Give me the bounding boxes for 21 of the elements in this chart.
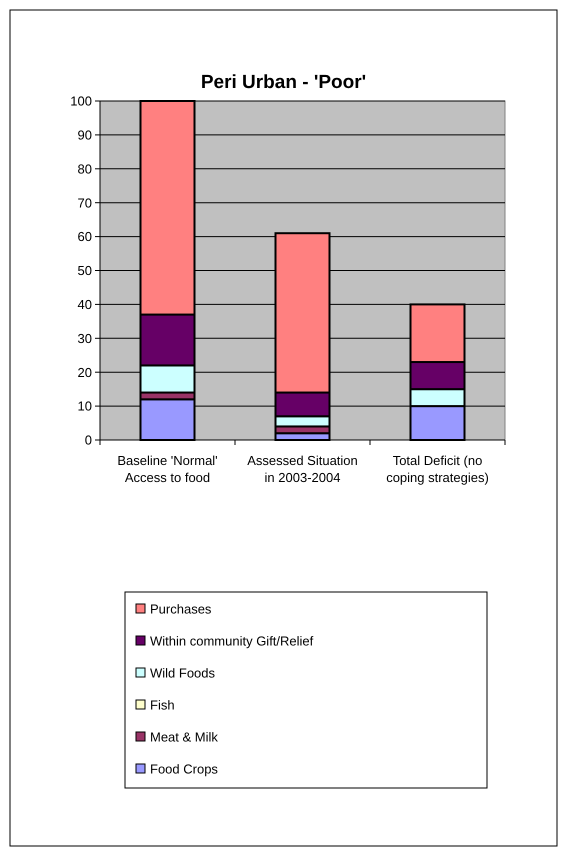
y-tick-label: 30 bbox=[78, 330, 92, 346]
x-tick-label: Baseline 'Normal' Access to food bbox=[117, 453, 218, 485]
y-tick-label: 50 bbox=[78, 263, 92, 278]
y-tick-label: 100 bbox=[70, 94, 92, 109]
y-tick-label: 70 bbox=[78, 195, 92, 210]
legend-label: Fish bbox=[150, 698, 175, 713]
x-tick-label: Total Deficit (no coping strategies) bbox=[386, 453, 489, 485]
y-tick-label: 0 bbox=[84, 432, 92, 448]
y-tick-label: 90 bbox=[78, 127, 92, 142]
x-tick-label: Assessed Situation in 2003-2004 bbox=[247, 453, 358, 485]
legend-label: Within community Gift/Relief bbox=[150, 634, 314, 649]
y-tick-label: 20 bbox=[78, 364, 92, 380]
y-tick-label: 80 bbox=[78, 161, 92, 176]
legend-label: Food Crops bbox=[150, 762, 218, 777]
chart-title: Peri Urban - 'Poor' bbox=[200, 72, 366, 93]
legend-label: Wild Foods bbox=[150, 666, 216, 681]
legend-label: Purchases bbox=[150, 602, 212, 617]
y-tick-label: 40 bbox=[78, 296, 92, 312]
y-tick-label: 60 bbox=[78, 229, 92, 244]
legend-label: Meat & Milk bbox=[150, 730, 218, 745]
y-tick-label: 10 bbox=[78, 398, 92, 414]
